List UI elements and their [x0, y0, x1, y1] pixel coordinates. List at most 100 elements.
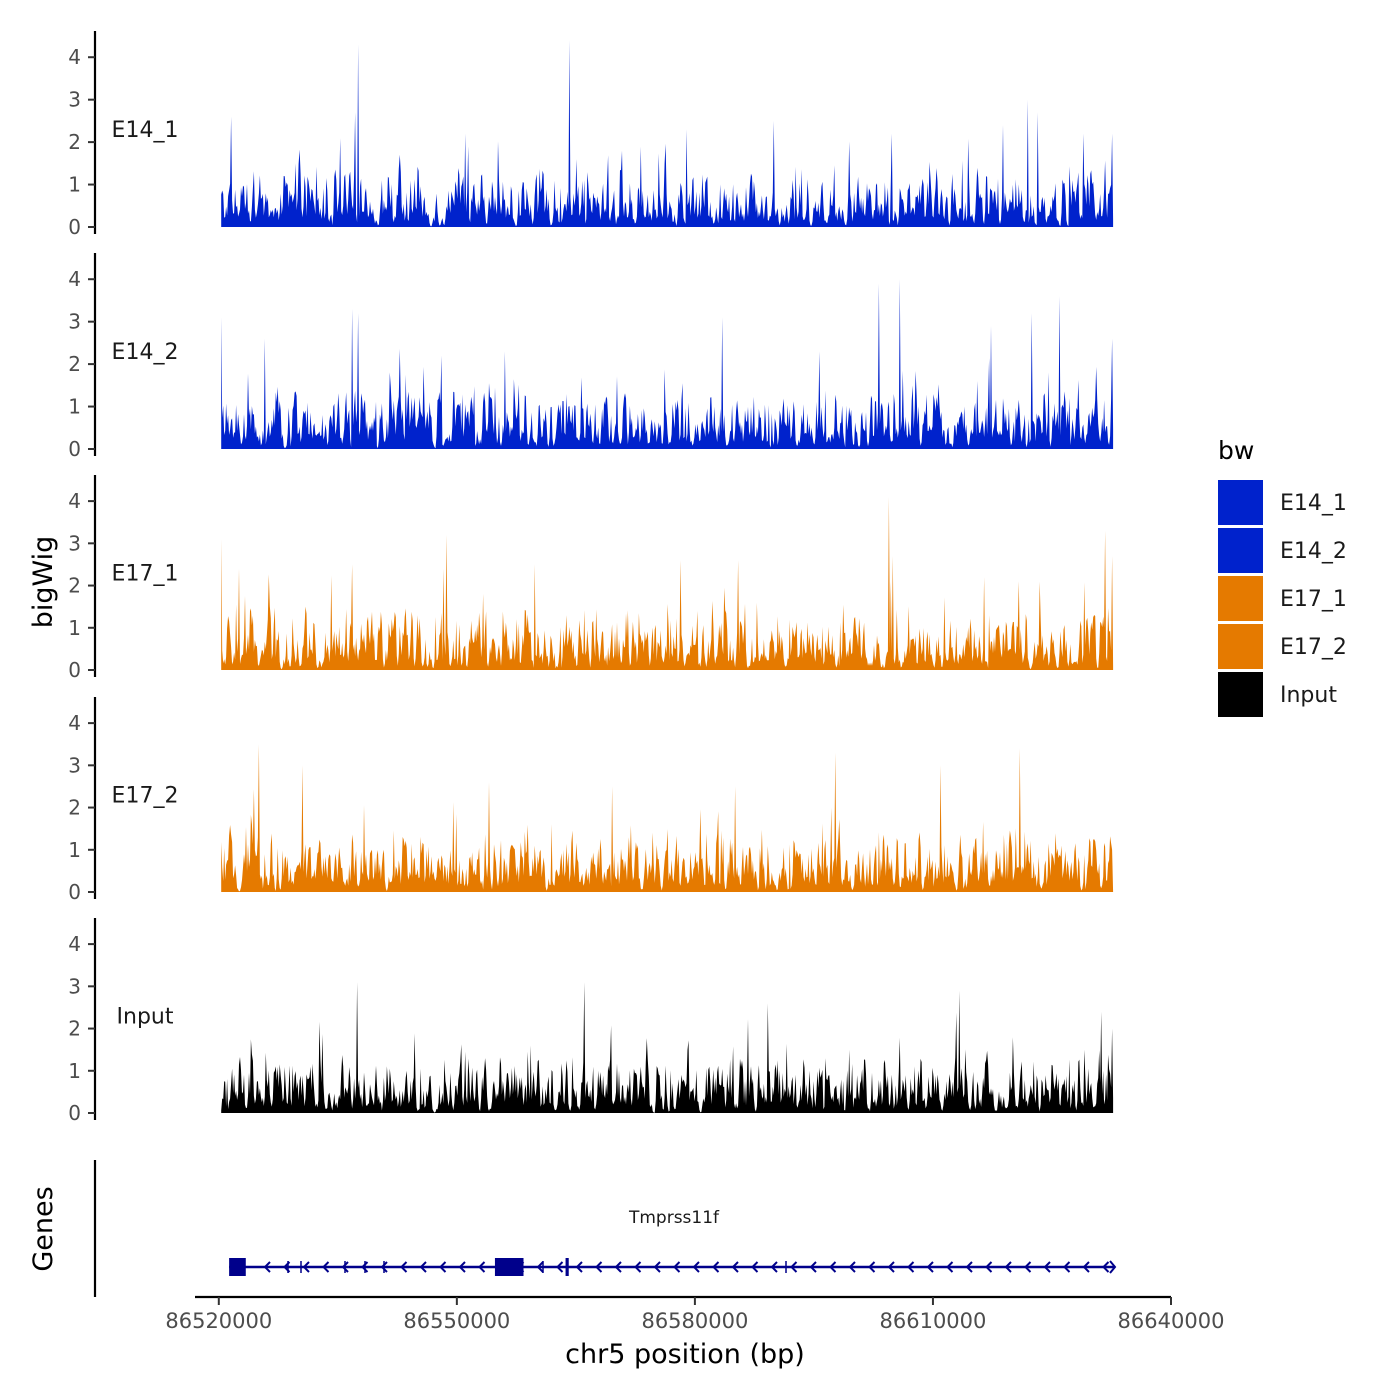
- strand-arrow: [595, 1261, 603, 1273]
- strand-arrow: [965, 1261, 973, 1273]
- signal-area-E17_1: [221, 496, 1114, 670]
- strand-arrow: [692, 1261, 700, 1273]
- exon: [565, 1258, 569, 1276]
- y-tick-label: 3: [68, 88, 81, 112]
- strand-arrow: [985, 1261, 993, 1273]
- strand-arrow: [887, 1261, 895, 1273]
- strand-arrow: [556, 1261, 564, 1273]
- strand-arrow: [322, 1261, 330, 1273]
- y-tick-label: 3: [68, 753, 81, 777]
- strand-arrow: [1004, 1261, 1012, 1273]
- strand-arrow: [380, 1261, 388, 1273]
- track-E17_1: 0 1 2 3 4 E17_1: [68, 475, 1114, 682]
- strand-arrow: [634, 1261, 642, 1273]
- x-tick-label: 86610000: [880, 1309, 987, 1333]
- y-tick-label: 4: [68, 45, 81, 69]
- track-E14_2: 0 1 2 3 4 E14_2: [68, 253, 1114, 461]
- strand-arrow: [770, 1261, 778, 1273]
- genes-track: Genes Tmprss11f: [28, 1160, 1117, 1297]
- strand-arrow: [790, 1261, 798, 1273]
- strand-arrow: [1024, 1261, 1032, 1273]
- track-label-E14_2: E14_2: [112, 340, 179, 365]
- track-label-E14_1: E14_1: [112, 118, 179, 143]
- legend-swatch-E17_2: [1218, 624, 1263, 669]
- y-tick-label: 3: [68, 310, 81, 334]
- y-tick-label: 0: [68, 215, 81, 239]
- strand-arrow: [1063, 1261, 1071, 1273]
- bigwig-tracks: 0 1 2 3 4 E14_1 0 1 2 3 4 E14_2 0 1 2 3 4 E17_1 0 1 2 3 4 E17_2…: [68, 31, 1114, 1125]
- y-tick-label: 2: [68, 574, 81, 598]
- signal-area-Input: [221, 982, 1114, 1113]
- y-tick-label: 1: [68, 616, 81, 640]
- signal-area-E17_2: [221, 744, 1114, 892]
- legend-label-E17_1: E17_1: [1280, 587, 1347, 612]
- y-tick-label: 4: [68, 489, 81, 513]
- legend-label-E17_2: E17_2: [1280, 635, 1347, 660]
- strand-arrow: [653, 1261, 661, 1273]
- track-E14_1: 0 1 2 3 4 E14_1: [68, 31, 1114, 239]
- y-axis-title: bigWig: [28, 536, 59, 629]
- strand-arrow: [478, 1261, 486, 1273]
- strand-arrow: [361, 1261, 369, 1273]
- track-label-Input: Input: [117, 1005, 174, 1030]
- x-tick-label: 86580000: [641, 1309, 748, 1333]
- strand-arrow: [829, 1261, 837, 1273]
- strand-arrow: [302, 1261, 310, 1273]
- strand-arrow: [263, 1261, 271, 1273]
- legend-swatch-E17_1: [1218, 576, 1263, 621]
- legend-title: bw: [1218, 436, 1254, 465]
- strand-arrow: [946, 1261, 954, 1273]
- strand-arrow: [1102, 1261, 1110, 1273]
- y-tick-label: 0: [68, 880, 81, 904]
- strand-arrow: [341, 1261, 349, 1273]
- y-tick-label: 4: [68, 267, 81, 291]
- y-tick-label: 0: [68, 437, 81, 461]
- strand-arrow: [731, 1261, 739, 1273]
- strand-arrow: [439, 1261, 447, 1273]
- y-tick-label: 4: [68, 932, 81, 956]
- y-tick-label: 0: [68, 1101, 81, 1125]
- y-tick-label: 2: [68, 352, 81, 376]
- strand-arrow: [400, 1261, 408, 1273]
- legend: bw E14_1 E14_2 E17_1 E17_2 Input: [1218, 436, 1347, 717]
- x-tick-label: 86550000: [403, 1309, 510, 1333]
- track-E17_2: 0 1 2 3 4 E17_2: [68, 697, 1114, 904]
- strand-arrow: [536, 1261, 544, 1273]
- strand-arrow: [673, 1261, 681, 1273]
- signal-area-E14_1: [221, 40, 1114, 228]
- y-tick-label: 1: [68, 1059, 81, 1083]
- y-tick-label: 4: [68, 711, 81, 735]
- strand-arrow: [809, 1261, 817, 1273]
- exon: [494, 1258, 524, 1276]
- strand-arrow: [868, 1261, 876, 1273]
- strand-arrow: [926, 1261, 934, 1273]
- gene-end-mark: [1109, 1260, 1117, 1274]
- y-tick-label: 2: [68, 1017, 81, 1041]
- strand-arrow: [907, 1261, 915, 1273]
- strand-arrow: [712, 1261, 720, 1273]
- genes-title: Genes: [28, 1186, 59, 1271]
- x-tick-label: 86520000: [165, 1309, 272, 1333]
- y-tick-label: 2: [68, 130, 81, 154]
- x-axis: 86520000 86550000 86580000 86610000 86640000: [165, 1295, 1225, 1333]
- strand-arrow: [419, 1261, 427, 1273]
- y-tick-label: 1: [68, 395, 81, 419]
- x-tick-label: 86640000: [1118, 1309, 1225, 1333]
- legend-swatch-E14_1: [1218, 480, 1263, 525]
- signal-area-E14_2: [221, 279, 1114, 449]
- y-tick-label: 0: [68, 658, 81, 682]
- track-Input: 0 1 2 3 4 Input: [68, 918, 1114, 1125]
- y-tick-label: 2: [68, 796, 81, 820]
- exon: [229, 1258, 246, 1276]
- strand-arrow: [575, 1261, 583, 1273]
- legend-label-E14_1: E14_1: [1280, 491, 1347, 516]
- y-tick-label: 1: [68, 838, 81, 862]
- legend-swatch-Input: [1218, 672, 1263, 717]
- strand-arrow: [458, 1261, 466, 1273]
- track-label-E17_1: E17_1: [112, 562, 179, 587]
- strand-arrow: [614, 1261, 622, 1273]
- strand-arrow: [751, 1261, 759, 1273]
- y-tick-label: 1: [68, 173, 81, 197]
- gene-label: Tmprss11f: [628, 1208, 720, 1228]
